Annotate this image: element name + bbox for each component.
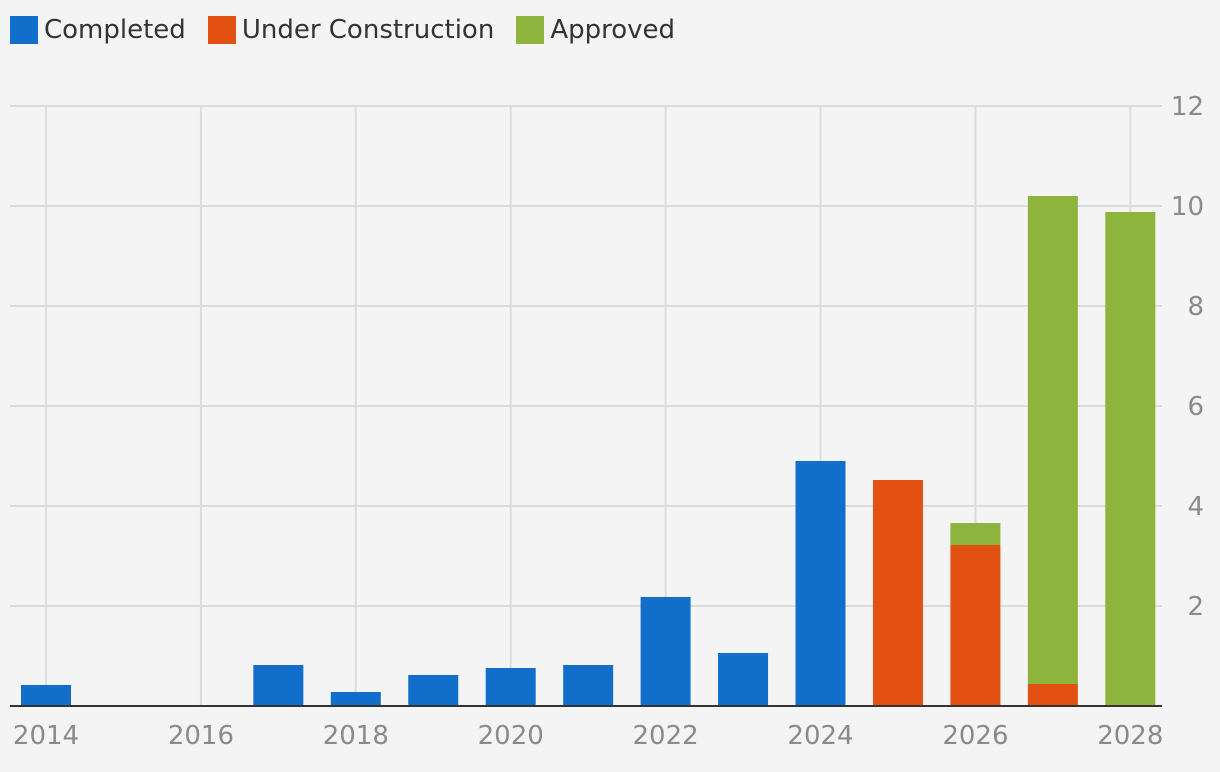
- legend-swatch: [516, 16, 545, 44]
- x-tick-label: 2026: [942, 721, 1008, 751]
- legend-item: Approved: [516, 15, 675, 45]
- y-tick-label: 6: [1187, 392, 1204, 422]
- legend-label: Under Construction: [241, 15, 495, 45]
- y-tick-label: 12: [1171, 92, 1204, 122]
- bar-completed-2023: [718, 653, 769, 706]
- y-tick-label: 4: [1187, 492, 1204, 522]
- legend-item: Under Construction: [207, 15, 495, 45]
- legend: Completed Under Construction Approved: [10, 14, 697, 46]
- x-tick-label: 2028: [1097, 721, 1163, 751]
- legend-swatch: [207, 16, 236, 44]
- bar-approved-2027: [1027, 196, 1078, 684]
- x-tick-label: 2018: [323, 721, 389, 751]
- bar-completed-2020: [485, 668, 536, 706]
- bar-under-construction-2025: [872, 480, 923, 706]
- y-tick-label: 10: [1171, 192, 1204, 222]
- bar-under-construction-2026: [950, 545, 1001, 706]
- bar-completed-2014: [21, 685, 71, 706]
- x-tick-label: 2016: [168, 721, 234, 751]
- x-tick-label: 2020: [478, 721, 544, 751]
- legend-swatch: [10, 16, 38, 44]
- legend-item: Completed: [10, 15, 186, 45]
- bar-completed-2019: [408, 675, 459, 706]
- y-tick-label: 2: [1187, 592, 1204, 622]
- bar-under-construction-2027: [1027, 684, 1078, 706]
- bar-completed-2021: [563, 665, 614, 706]
- bar-approved-2028: [1105, 212, 1156, 706]
- legend-label: Completed: [44, 15, 186, 45]
- x-tick-label: 2024: [787, 721, 853, 751]
- x-tick-label: 2022: [633, 721, 699, 751]
- y-tick-label: 8: [1187, 292, 1204, 322]
- bar-approved-2026: [950, 523, 1001, 545]
- bar-completed-2018: [330, 692, 381, 706]
- bar-completed-2017: [253, 665, 304, 706]
- bar-completed-2024: [795, 461, 846, 706]
- x-tick-label: 2014: [13, 721, 79, 751]
- bar-completed-2022: [640, 597, 691, 706]
- legend-label: Approved: [550, 15, 676, 45]
